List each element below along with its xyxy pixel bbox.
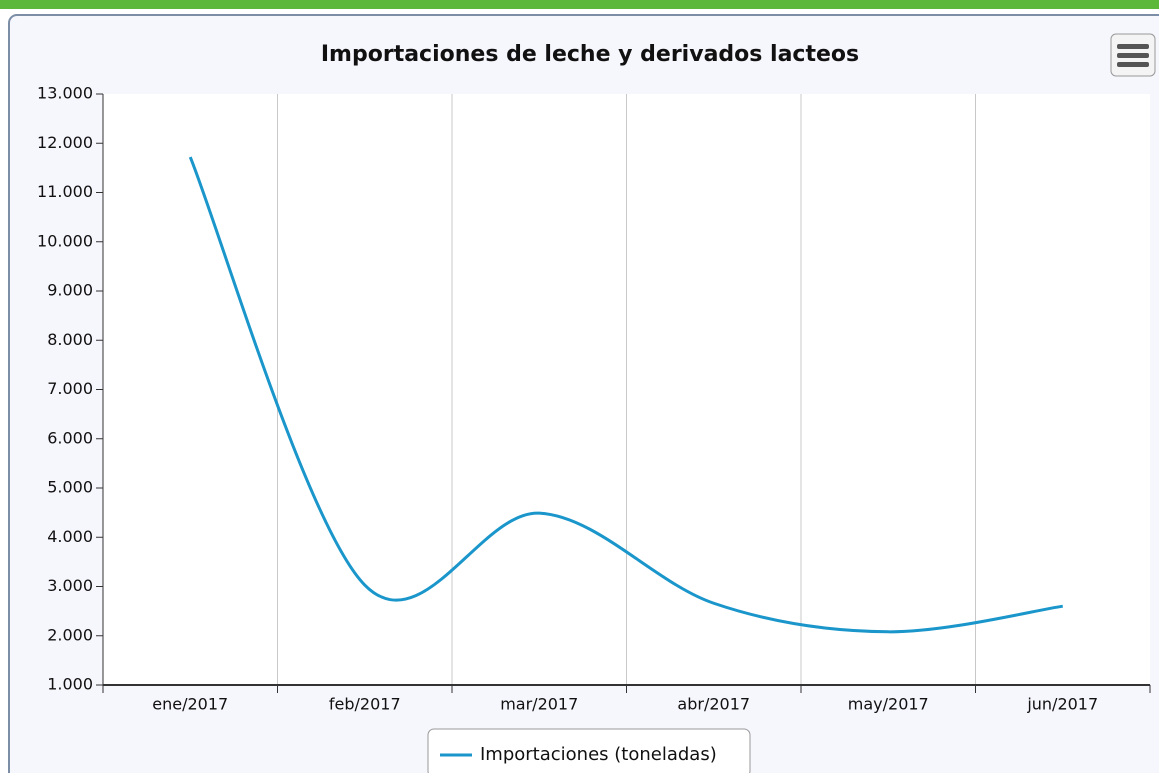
y-tick-label: 7.000: [47, 379, 93, 398]
x-tick-label: abr/2017: [677, 695, 750, 714]
y-tick-label: 8.000: [47, 330, 93, 349]
menu-line: [1117, 62, 1149, 67]
menu-button[interactable]: [1110, 33, 1156, 77]
y-tick-label: 5.000: [47, 478, 93, 497]
y-tick-label: 4.000: [47, 527, 93, 546]
x-tick-label: jun/2017: [1026, 695, 1098, 714]
y-tick-label: 2.000: [47, 625, 93, 644]
top-bar: [0, 0, 1159, 9]
y-tick-label: 12.000: [37, 133, 93, 152]
chart-title: Importaciones de leche y derivados lacte…: [321, 42, 859, 67]
x-tick-label: may/2017: [848, 695, 929, 714]
y-tick-label: 9.000: [47, 281, 93, 300]
y-tick-label: 3.000: [47, 576, 93, 595]
y-tick-label: 11.000: [37, 182, 93, 201]
x-tick-label: ene/2017: [152, 695, 228, 714]
y-tick-label: 1.000: [47, 675, 93, 694]
legend-label: Importaciones (toneladas): [480, 744, 717, 765]
menu-line: [1117, 44, 1149, 49]
x-tick-label: feb/2017: [329, 695, 401, 714]
y-tick-label: 10.000: [37, 231, 93, 250]
x-tick-label: mar/2017: [500, 695, 578, 714]
series-line: [188, 156, 1063, 634]
y-tick-label: 13.000: [37, 84, 93, 103]
y-tick-label: 6.000: [47, 428, 93, 447]
legend: [427, 728, 751, 773]
menu-line: [1117, 53, 1149, 58]
